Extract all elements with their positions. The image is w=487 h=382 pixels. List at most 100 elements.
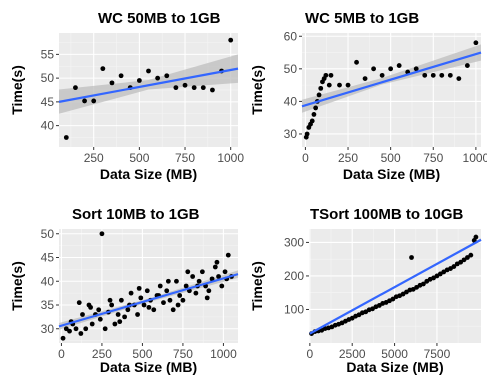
data-point [183,283,189,289]
data-point [323,72,329,78]
data-point [225,252,231,258]
data-point [128,290,134,296]
plot-area [56,33,239,150]
data-point [337,82,342,88]
data-point [362,76,368,81]
data-point [468,252,474,258]
x-tick-label: 250 [92,347,112,361]
data-point [422,72,428,78]
data-point [96,307,102,313]
x-tick-label: 2500 [339,347,366,361]
data-point [200,85,206,91]
data-point [122,314,128,320]
chart-wc-5mb-1gb: WC 5MB to 1GB Data Size (MB) Time(s) 0 25… [249,10,487,182]
data-point [185,269,191,275]
x-axis-title: Data Size (MB) [100,166,197,182]
data-point [409,255,414,260]
y-axis-title: Time(s) [249,65,265,115]
data-point [118,297,124,303]
y-tick-label: 50 [284,62,298,76]
data-point [191,85,197,91]
plot-area [56,229,239,346]
data-point [157,283,163,289]
data-point [311,112,317,117]
data-point [155,75,161,81]
data-point [214,259,220,265]
x-tick-label: 0 [302,151,309,165]
data-point [461,257,467,263]
data-point [379,72,385,78]
data-point [206,288,212,294]
y-tick-label: 35 [41,298,55,312]
y-tick-label: 55 [41,47,55,61]
data-point [456,76,462,81]
data-point [219,283,225,289]
data-point [318,85,324,91]
y-tick-label: 300 [284,235,304,249]
data-point [177,293,183,298]
chart-title: WC 50MB to 1GB [98,10,221,27]
data-point [164,73,170,79]
data-point [135,312,140,317]
data-point [125,307,131,313]
data-point [464,63,470,68]
x-tick-label: 0 [58,347,65,361]
plot-area [306,229,482,346]
data-point [164,288,170,294]
data-point [165,278,171,284]
data-point [109,80,115,86]
x-tick-label: 750 [175,151,195,165]
y-tick-label: 60 [284,29,298,43]
chart-title: TSort 100MB to 10GB [310,206,464,223]
y-tick-label: 50 [41,227,55,241]
data-point [174,278,179,284]
confidence-band [59,54,238,114]
data-point [73,326,79,332]
x-axis-title: Data Size (MB) [100,359,197,375]
data-point [390,296,396,302]
data-point [212,264,218,270]
data-point [136,285,142,291]
data-point [167,297,173,303]
data-point [439,72,445,78]
data-point [196,278,202,284]
data-point [112,321,118,327]
x-tick-label: 500 [381,151,401,165]
data-point [118,73,124,79]
data-point [63,135,69,140]
data-point [447,72,453,78]
fit-line [309,238,482,335]
x-tick-label: 7500 [424,347,451,361]
data-point [199,269,205,275]
data-point [107,297,113,303]
plot-area [299,33,482,150]
chart-tsort-100mb-10gb: TSort 100MB to 10GB Data Size (MB) Time(… [249,206,482,375]
x-axis-title: Data Size (MB) [343,166,440,182]
data-point [144,288,150,294]
data-point [222,269,228,275]
data-point [420,281,426,287]
data-point [151,307,157,313]
data-point [173,85,179,91]
y-tick-label: 40 [41,274,55,288]
data-point [345,82,351,88]
data-point [73,85,78,91]
data-point [465,255,470,260]
data-point [138,295,144,301]
data-point [193,290,199,296]
x-tick-label: 500 [129,151,149,165]
x-tick-label: 1000 [210,347,237,361]
data-point [82,98,87,104]
data-point [146,304,152,310]
y-axis-title: Time(s) [9,261,25,311]
data-point [210,87,215,93]
data-point [309,118,315,124]
data-point [136,78,142,83]
plot-panel [302,33,481,147]
data-point [80,312,85,317]
data-point [88,304,93,310]
data-point [473,40,479,46]
data-point [473,234,479,240]
y-tick-label: 45 [41,251,55,265]
